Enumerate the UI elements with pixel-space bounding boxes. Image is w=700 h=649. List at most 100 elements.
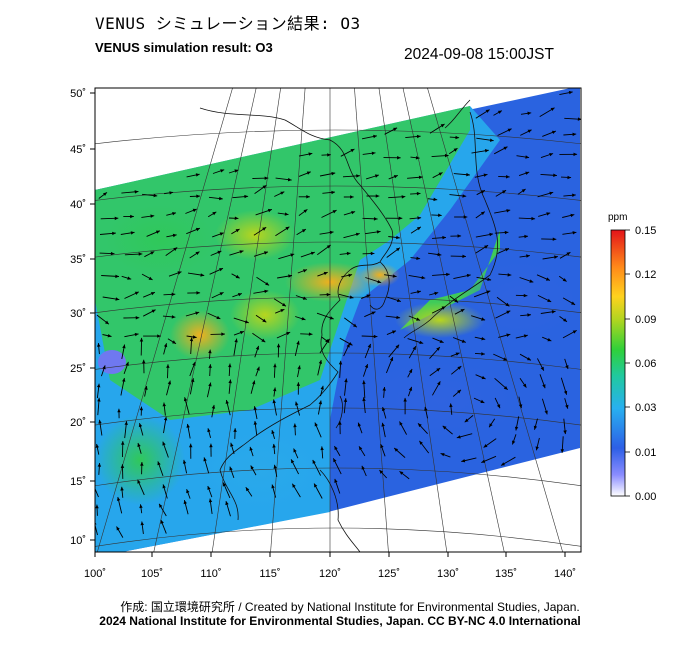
wind-vector-head [397, 156, 401, 160]
wind-vector-head [418, 423, 422, 428]
wind-vector-head [463, 215, 468, 219]
parallel-line [95, 407, 581, 426]
wind-vector-head [134, 332, 139, 337]
wind-vector-head [381, 422, 385, 427]
wind-vector-head [524, 234, 528, 239]
wind-vector-head [200, 273, 205, 277]
wind-vector-head [182, 459, 187, 464]
wind-vector-head [295, 401, 299, 406]
wind-vector-head [296, 340, 300, 345]
wind-vector-head [505, 302, 510, 307]
wind-vector-head [280, 191, 285, 195]
wind-vector-head [172, 212, 176, 216]
wind-vector-head [271, 484, 275, 489]
wind-vector-head [228, 363, 232, 368]
wind-vector-head [392, 330, 396, 334]
wind-vector-head [547, 298, 552, 302]
lon-tick-label: 130˚ [437, 568, 459, 580]
wind-vector-head [160, 519, 164, 524]
wind-vector-head [211, 404, 216, 409]
wind-vector-head [563, 318, 567, 322]
wind-vector-head [163, 343, 168, 348]
wind-vector-head [563, 390, 568, 395]
wind-vector-head [220, 169, 225, 173]
wind-vector-head [287, 177, 292, 182]
wind-vector-head [346, 251, 351, 256]
wind-vector-head [98, 419, 102, 424]
lon-tick-label: 105˚ [141, 568, 163, 580]
wind-vector-head [553, 173, 557, 177]
wind-vector-head [306, 195, 310, 199]
wind-vector-head [212, 211, 217, 216]
wind-vector-head [446, 272, 450, 277]
lat-tick-label: 20˚ [70, 417, 86, 429]
wind-vector-head [371, 151, 376, 155]
wind-vector-head [526, 254, 530, 258]
wind-vector-head [189, 337, 194, 342]
wind-vector-head [310, 251, 315, 255]
wind-vector-head [481, 317, 486, 321]
wind-vector-head [250, 465, 254, 470]
lon-tick-label: 120˚ [319, 568, 341, 580]
wind-vector-head [130, 231, 135, 235]
wind-vector-head [203, 457, 207, 462]
wind-vector-head [209, 443, 213, 448]
wind-vector-head [134, 291, 139, 295]
lat-tick-label: 15˚ [70, 476, 86, 488]
wind-vector-head [121, 441, 125, 445]
wind-vector-head [329, 316, 334, 320]
wind-vector-head [461, 339, 466, 343]
wind-vector-head [103, 192, 107, 196]
parallel-line [95, 241, 581, 258]
wind-vector-head [356, 174, 360, 178]
wind-vector-head [262, 185, 267, 189]
wind-vector-head [217, 250, 222, 254]
longitude-axis: 100˚ 105˚ 110˚ 115˚ 120˚ 125˚ 130˚ 135˚ 140˚ [84, 552, 576, 580]
wind-vector-head [116, 497, 121, 501]
wind-vector-head [137, 479, 141, 484]
wind-vector-head [318, 400, 323, 405]
wind-vector-head [95, 504, 99, 509]
wind-vector-head [196, 194, 200, 198]
wind-vector-head [308, 152, 313, 156]
wind-vector-head [219, 268, 223, 272]
wind-vector-head [398, 216, 403, 220]
wind-vector-head [502, 190, 507, 194]
wind-vector-head [362, 397, 366, 402]
wind-vector-head [216, 315, 221, 319]
wind-vector-head [273, 363, 277, 368]
wind-vector-head [326, 338, 330, 343]
lon-tick-label: 135˚ [495, 568, 517, 580]
wind-vector-head [97, 463, 102, 467]
wind-vector-head [481, 352, 485, 356]
wind-vector-head [261, 338, 266, 343]
wind-vector-head [436, 347, 440, 351]
wind-vector-head [441, 306, 446, 310]
wind-vector-head [382, 387, 386, 391]
wind-vector-head [416, 191, 421, 196]
wind-vector-head [284, 212, 289, 216]
wind-vector-head [148, 276, 153, 280]
wind-vector-head [416, 317, 421, 321]
wind-vector-head [320, 446, 324, 451]
wind-vector-head [162, 402, 166, 407]
parallel-line [95, 296, 581, 314]
wind-vector-head [489, 232, 494, 237]
wind-vector-head [219, 292, 224, 296]
lon-tick-label: 100˚ [84, 568, 106, 580]
wind-vector-head [357, 422, 361, 427]
wind-vector-head [395, 344, 400, 349]
wind-vector-head [442, 235, 446, 240]
wind-vector-head [191, 378, 195, 383]
wind-vector-head [297, 365, 301, 370]
wind-vector-head [320, 385, 324, 390]
wind-vector-head [332, 210, 337, 214]
wind-vector-head [572, 231, 577, 235]
wind-vector-head [157, 334, 161, 338]
wind-vector-head [439, 339, 444, 343]
wind-vector-head [457, 366, 462, 370]
wind-vector-head [503, 357, 508, 361]
wind-vector-head [353, 323, 357, 328]
wind-vector-head [403, 397, 407, 402]
wind-vector-head [234, 338, 238, 343]
